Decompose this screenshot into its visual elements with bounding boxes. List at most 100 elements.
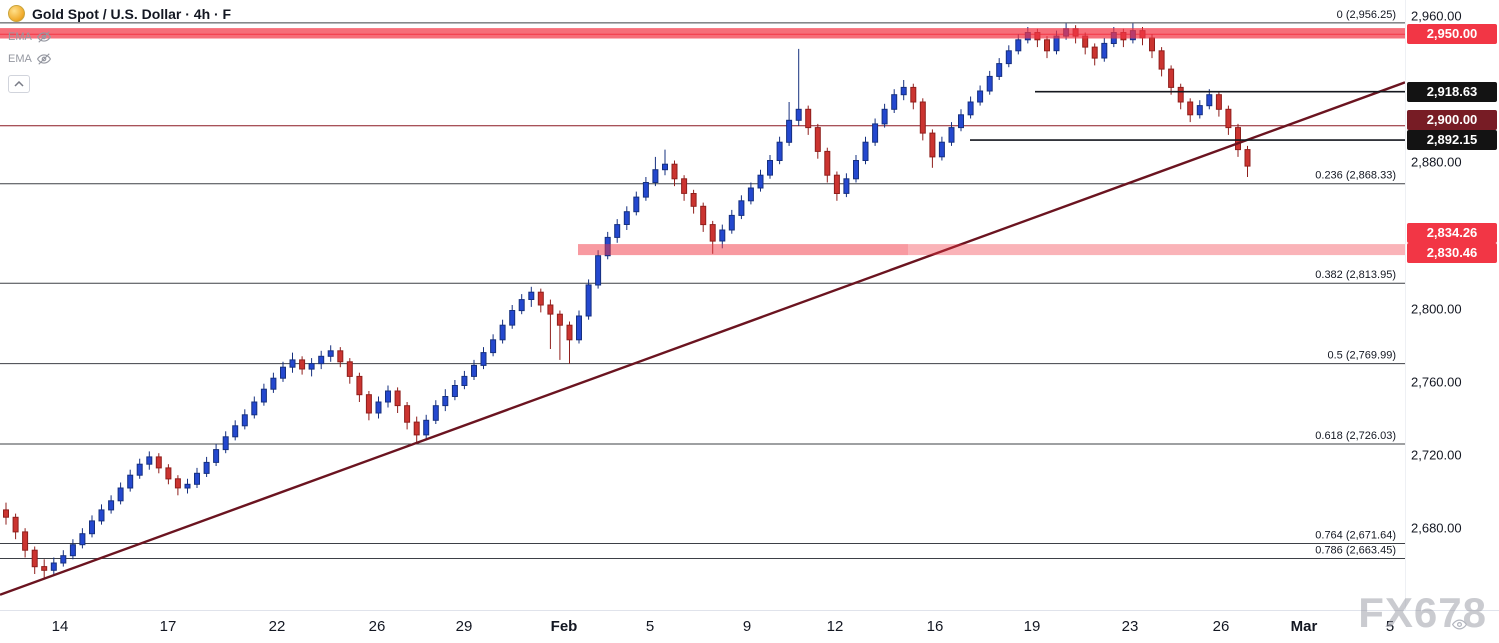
candle <box>537 291 544 306</box>
candle <box>938 141 945 158</box>
candle <box>232 425 239 438</box>
candle <box>451 385 458 397</box>
time-axis-label: 14 <box>51 618 69 635</box>
time-axis-label: 19 <box>1023 618 1041 635</box>
candle <box>662 163 668 171</box>
candle <box>843 178 850 194</box>
candle <box>31 549 38 568</box>
price-axis[interactable]: 2,960.00 2,880.00 2,800.00 2,760.00 2,720.00… <box>1405 0 1499 610</box>
candle <box>3 509 9 518</box>
candle <box>89 520 95 535</box>
chart-canvas[interactable]: 0 (2,956.25) 0.236 (2,868.33) 0.382 (2,813… <box>0 0 1405 610</box>
candle <box>1149 37 1155 52</box>
candle <box>184 483 191 489</box>
collapse-legend-button[interactable] <box>8 75 30 93</box>
candle <box>1196 105 1203 116</box>
price-tick: 2,800.00 <box>1411 301 1462 317</box>
candle <box>432 405 439 421</box>
candle <box>728 214 735 231</box>
symbol-title[interactable]: Gold Spot / U.S. Dollar · 4h · F <box>32 5 232 22</box>
time-axis-label: 26 <box>1212 618 1230 635</box>
candle <box>146 456 153 465</box>
time-axis-label: 29 <box>455 618 473 635</box>
candle <box>1158 50 1165 70</box>
candle <box>365 394 372 414</box>
candle <box>165 467 172 480</box>
candle <box>1091 46 1098 59</box>
candle <box>747 187 754 202</box>
candle <box>1015 39 1022 52</box>
candle <box>442 396 449 407</box>
candle <box>585 284 592 317</box>
candle <box>1244 149 1251 167</box>
indicator-row-ema-2[interactable]: EMA <box>8 52 231 66</box>
candle <box>404 405 411 423</box>
candle <box>1005 50 1012 65</box>
time-axis-label: 5 <box>1385 618 1395 635</box>
indicator-label: EMA <box>8 31 32 43</box>
time-axis-label: 23 <box>1121 618 1139 635</box>
candle <box>614 224 621 238</box>
time-axis-label: 22 <box>268 618 286 635</box>
candle <box>757 174 764 189</box>
candle <box>337 350 344 363</box>
price-label-badge: 2,830.46 <box>1407 243 1497 263</box>
candle <box>69 544 76 557</box>
axis-eye-icon[interactable] <box>1451 617 1468 637</box>
candle <box>767 160 773 176</box>
candle <box>127 474 134 489</box>
time-axis[interactable]: 14 17 22 26 29 Feb 5 9 12 16 19 23 26 Mar 5 <box>0 610 1499 643</box>
candle <box>50 562 57 571</box>
indicator-row-ema-1[interactable]: EMA <box>8 30 231 44</box>
candle <box>566 324 573 341</box>
gold-symbol-icon <box>8 5 25 22</box>
candle <box>1235 127 1241 151</box>
candle <box>547 304 554 315</box>
candle <box>1101 42 1108 59</box>
candle <box>833 174 840 194</box>
candles-layer <box>3 23 1251 578</box>
candle <box>22 531 29 551</box>
visibility-off-icon[interactable] <box>36 30 51 44</box>
fib-label: 0.764 (2,671.64) <box>1315 530 1396 542</box>
candle <box>977 90 984 103</box>
candle <box>996 63 1003 77</box>
candle <box>1168 68 1175 88</box>
candle <box>318 355 325 365</box>
candle <box>671 163 678 180</box>
fib-retracement[interactable]: 0 (2,956.25) 0.236 (2,868.33) 0.382 (2,813… <box>0 9 1405 559</box>
time-axis-label: 5 <box>645 618 655 635</box>
candle <box>862 141 869 161</box>
price-tick: 2,880.00 <box>1411 154 1462 170</box>
candle <box>308 363 315 370</box>
price-label-badge: 2,892.15 <box>1407 130 1497 151</box>
chevron-up-icon <box>14 81 24 87</box>
candle <box>681 178 688 194</box>
price-tick: 2,680.00 <box>1411 520 1462 536</box>
price-label-badge: 2,950.00 <box>1407 24 1497 45</box>
candle <box>174 478 181 489</box>
symbol-title-row[interactable]: Gold Spot / U.S. Dollar · 4h · F <box>8 5 231 22</box>
candle <box>690 193 697 207</box>
candle <box>356 375 363 396</box>
candle <box>814 127 821 152</box>
price-label-badge: 2,834.26 <box>1407 222 1497 243</box>
fib-label: 0 (2,956.25) <box>1337 9 1396 21</box>
candle <box>471 364 477 377</box>
candle <box>203 461 210 474</box>
candle <box>461 375 468 386</box>
candle <box>633 196 640 213</box>
time-axis-label: 12 <box>826 618 844 635</box>
candle <box>413 421 420 436</box>
candle <box>853 160 859 180</box>
visibility-off-icon[interactable] <box>36 52 51 66</box>
candle <box>652 169 659 183</box>
price-tick: 2,760.00 <box>1411 374 1462 390</box>
candle <box>1206 94 1213 107</box>
candle <box>910 86 917 103</box>
time-axis-label: 16 <box>926 618 944 635</box>
candle <box>891 94 898 110</box>
candle <box>556 313 563 326</box>
fib-label: 0.786 (2,663.45) <box>1315 545 1396 557</box>
candle <box>642 182 649 198</box>
